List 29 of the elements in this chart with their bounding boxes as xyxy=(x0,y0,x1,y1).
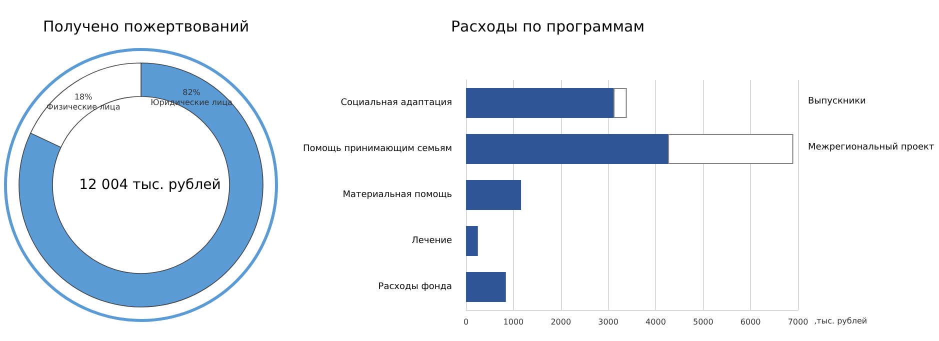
chart-title: Получено пожертвований xyxy=(43,18,250,36)
data-label: 18% xyxy=(74,92,93,102)
slice-label: Физические лица xyxy=(46,102,120,112)
x-tick-label: 2000 xyxy=(550,318,572,326)
bar xyxy=(614,88,627,118)
text: Выпускники xyxy=(808,96,866,106)
x-tick-label: 6000 xyxy=(740,318,761,326)
x-tick-label: 5000 xyxy=(692,318,714,326)
x-axis-title: ,тыс. рублей xyxy=(814,316,868,326)
chart-title: Расходы по программам xyxy=(451,18,645,36)
x-tick-label: 4000 xyxy=(646,318,666,326)
y-tick-label: Лечение xyxy=(412,236,452,246)
bar xyxy=(466,272,506,302)
bar xyxy=(668,134,794,164)
bar xyxy=(466,88,614,118)
y-tick-label: Расходы фонда xyxy=(378,282,452,292)
bar xyxy=(466,180,522,210)
x-tick-label: 1000 xyxy=(503,318,524,326)
bar xyxy=(466,226,478,256)
y-tick-label: Помощь принимающим семьям xyxy=(302,144,452,154)
text: Межрегиональный проект xyxy=(808,142,934,152)
bar xyxy=(466,134,668,164)
text: 12 004 тыс. рублей xyxy=(79,177,221,193)
x-tick-label: 3000 xyxy=(598,318,618,326)
y-tick-label: Социальная адаптация xyxy=(340,98,452,108)
y-tick-label: Материальная помощь xyxy=(342,190,452,200)
x-tick-label: 7000 xyxy=(788,318,808,326)
data-label: 82% xyxy=(182,88,201,98)
x-tick-label: 0 xyxy=(463,318,469,326)
